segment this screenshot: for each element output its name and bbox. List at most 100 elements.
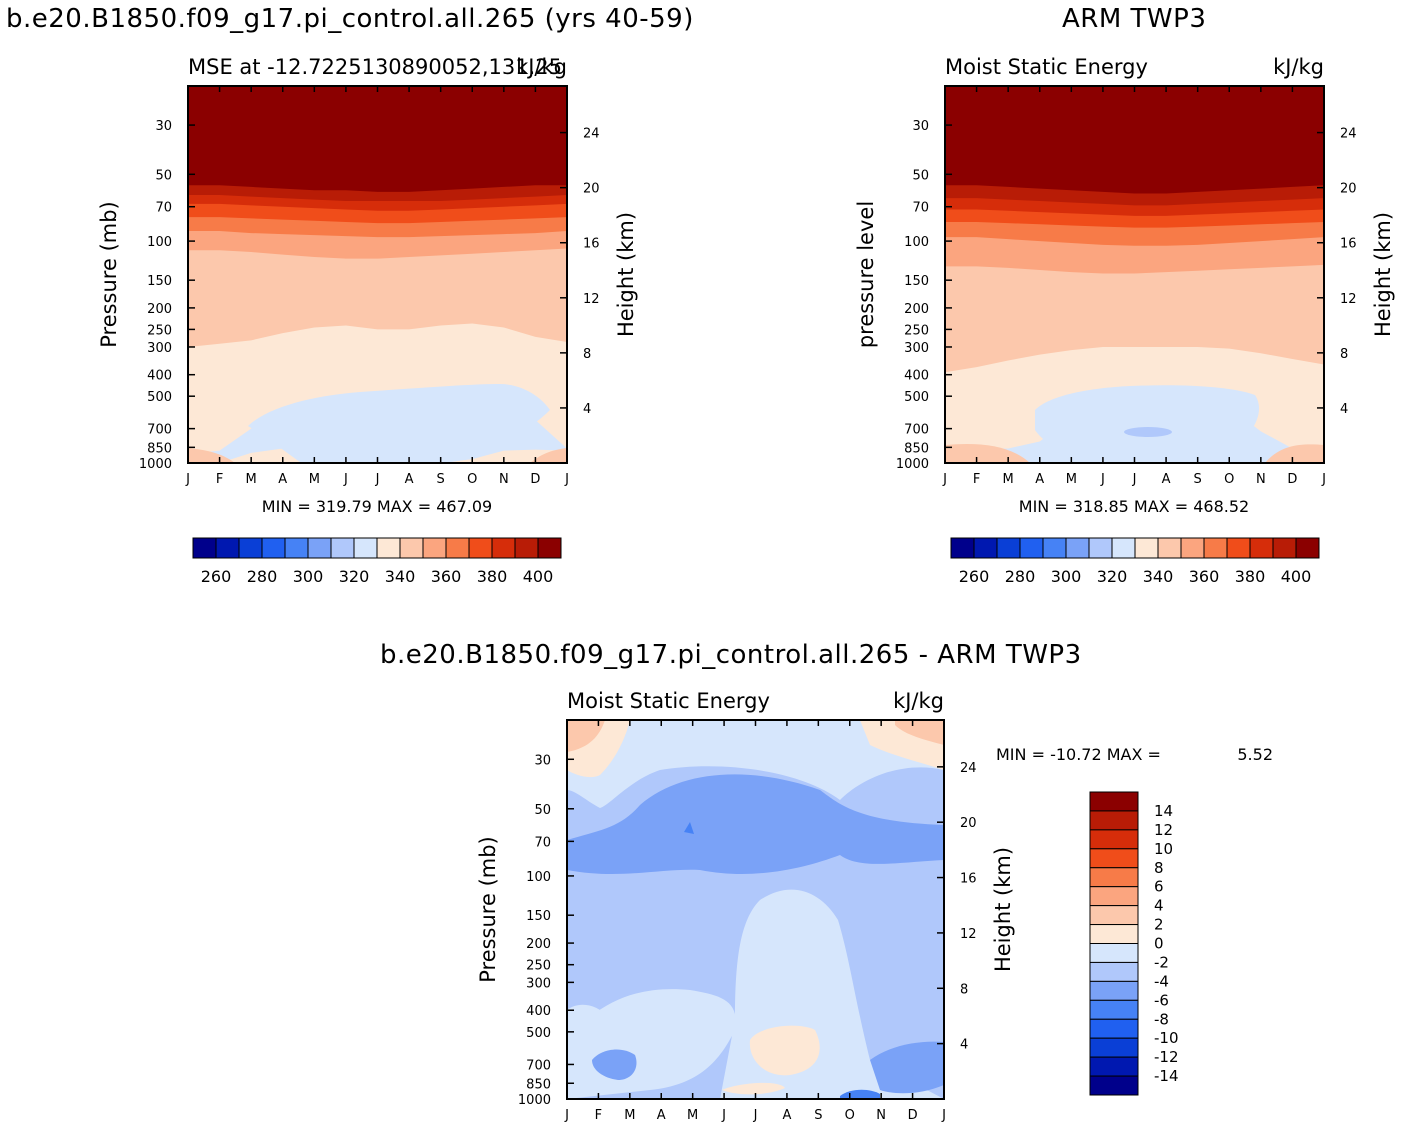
colorbar-label: 400 <box>1281 567 1312 586</box>
x-tick-label: M <box>624 1108 635 1123</box>
obs-stats: MIN = 318.85 MAX = 468.52 <box>1019 497 1249 516</box>
colorbar-box <box>1134 537 1159 559</box>
colorbar-box <box>330 537 355 559</box>
y2-axis-label: Height (km) <box>614 212 638 337</box>
x-tick-label: A <box>405 472 414 487</box>
colorbar-box <box>996 537 1021 559</box>
colorbar-label: 360 <box>1189 567 1220 586</box>
diff-colorbar-label: -12 <box>1154 1048 1179 1066</box>
diff-colorbar-label: 14 <box>1154 802 1173 820</box>
x-tick-label: S <box>437 472 445 487</box>
colorbar-box <box>284 537 309 559</box>
y2-tick-label: 12 <box>1340 292 1357 307</box>
y2-tick-label: 12 <box>583 292 600 307</box>
y2-tick-label: 8 <box>583 347 591 362</box>
y2-tick-label: 16 <box>583 237 600 252</box>
y-tick-label: 70 <box>912 201 929 216</box>
y-tick-label: 850 <box>904 441 929 456</box>
diff-colorbar-box <box>1089 810 1139 831</box>
diff-colorbar-label: 6 <box>1154 878 1164 896</box>
diff-positive-topright-core <box>895 720 944 745</box>
y-tick-label: 250 <box>904 323 929 338</box>
diff-colorbar-box <box>1089 848 1139 869</box>
x-tick-label: M <box>1066 472 1077 487</box>
colorbar-label: 260 <box>201 567 232 586</box>
colorbar-label: 260 <box>959 567 990 586</box>
diff-colorbar-box <box>1089 999 1139 1020</box>
y-tick-label: 100 <box>526 870 551 885</box>
x-tick-label: A <box>657 1108 666 1123</box>
y2-tick-label: 20 <box>1340 182 1357 197</box>
x-tick-label: F <box>595 1108 602 1123</box>
diff-negative-band <box>567 774 944 875</box>
y-tick-label: 400 <box>526 1004 551 1019</box>
low-mse-region <box>1035 385 1260 463</box>
diff-positive-topleft-core <box>567 720 605 752</box>
x-tick-label: M <box>246 472 257 487</box>
colorbar-box <box>973 537 998 559</box>
colorbar-box <box>1295 537 1320 559</box>
diff-upper-light <box>567 720 944 808</box>
diff-colorbar-label: 4 <box>1154 897 1164 915</box>
y2-tick-label: 4 <box>960 1038 968 1053</box>
y2-tick-label: 4 <box>1340 402 1348 417</box>
x-tick-label: F <box>973 472 980 487</box>
colorbar-box <box>353 537 378 559</box>
colorbar-box <box>1042 537 1067 559</box>
x-tick-label: J <box>721 1108 726 1123</box>
colorbar-box <box>1019 537 1044 559</box>
colorbar-label: 400 <box>523 567 554 586</box>
diff-colorbar-label: -10 <box>1154 1029 1179 1047</box>
x-tick-label: J <box>1100 472 1105 487</box>
y-axis-label: Pressure (mb) <box>476 836 500 983</box>
diff-title: b.e20.B1850.f09_g17.pi_control.all.265 -… <box>380 640 1082 670</box>
colorbar-label: 320 <box>339 567 370 586</box>
colorbar-box <box>376 537 401 559</box>
colorbar-label: 280 <box>247 567 278 586</box>
colorbar-label: 300 <box>293 567 324 586</box>
diff-colorbar-label: 12 <box>1154 821 1173 839</box>
y-tick-label: 50 <box>534 803 551 818</box>
x-tick-label: O <box>1224 472 1234 487</box>
diff-colorbar-label: -14 <box>1154 1067 1179 1085</box>
diff-colorbar-box <box>1089 1037 1139 1058</box>
y2-tick-label: 20 <box>960 816 977 831</box>
y-tick-label: 300 <box>526 976 551 991</box>
colorbar-box <box>192 537 217 559</box>
y2-tick-label: 24 <box>1340 127 1357 142</box>
y-tick-label: 500 <box>147 390 172 405</box>
colorbar-label: 380 <box>477 567 508 586</box>
y-tick-label: 30 <box>155 119 172 134</box>
diff-positive-mid <box>749 1025 820 1076</box>
y-tick-label: 300 <box>904 341 929 356</box>
colorbar-box <box>537 537 562 559</box>
x-tick-label: N <box>1256 472 1266 487</box>
diff-colorbar-label: 2 <box>1154 916 1164 934</box>
diff-colorbar-label: -8 <box>1154 1010 1169 1028</box>
y-tick-label: 200 <box>526 937 551 952</box>
subtitle-right: kJ/kg <box>1273 55 1324 79</box>
y2-axis-label: Height (km) <box>991 847 1015 972</box>
y-axis-label: pressure level <box>854 201 878 348</box>
x-tick-label: O <box>845 1108 855 1123</box>
y-tick-label: 150 <box>147 274 172 289</box>
diff-colorbar-label: 8 <box>1154 859 1164 877</box>
y-tick-label: 700 <box>904 423 929 438</box>
y-tick-label: 500 <box>904 390 929 405</box>
x-tick-label: A <box>1162 472 1171 487</box>
colorbar-label: 300 <box>1051 567 1082 586</box>
colorbar-box <box>307 537 332 559</box>
subtitle-left: Moist Static Energy <box>567 689 770 713</box>
diff-plot: J F M A M J J A S O N D J305070100150200250300400500… <box>476 689 1273 1123</box>
diff-negative-spot <box>684 822 694 834</box>
diff-colorbar-label: -2 <box>1154 953 1169 971</box>
diff-colorbar-label: 10 <box>1154 840 1173 858</box>
diff-colorbar-box <box>1089 943 1139 963</box>
y-axis-label: Pressure (mb) <box>97 201 121 348</box>
model-plot: J F M A M J J A S O N D J 30 50 70 100 150 200 250 300 400 500… <box>97 55 638 586</box>
diff-colorbar-label: -4 <box>1154 972 1169 990</box>
y2-tick-label: 8 <box>960 982 968 997</box>
colorbar-box <box>399 537 424 559</box>
y-tick-label: 70 <box>155 201 172 216</box>
